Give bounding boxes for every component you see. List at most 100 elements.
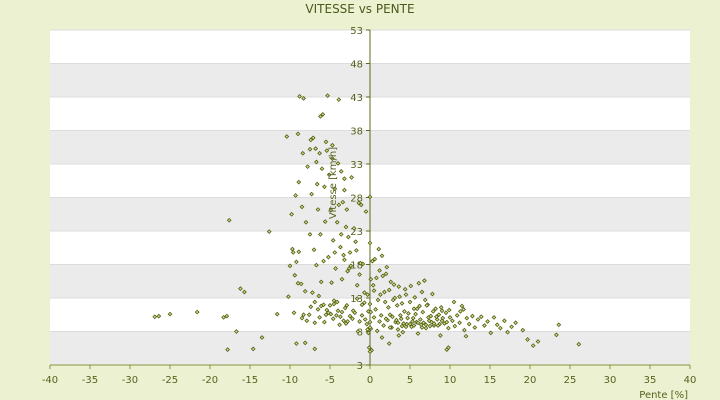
data-point [386,341,392,346]
data-point [375,297,381,303]
data-point [429,319,434,325]
data-point [314,262,319,268]
data-point [286,294,291,300]
data-point [397,294,402,300]
data-point [335,308,341,314]
x-tick-label: 40 [684,375,697,386]
data-point [330,156,335,162]
data-point [383,271,389,277]
data-point [296,249,302,255]
data-point [475,317,481,322]
data-point [301,312,306,318]
x-tick-label: 15 [484,375,497,386]
data-point [322,319,327,325]
data-point [226,217,232,223]
data-point [379,253,385,259]
data-point [332,250,338,255]
data-point [294,341,299,346]
x-axis-label: Pente [%] [639,390,688,400]
data-point [338,231,344,237]
data-point [306,312,312,318]
x-tick-label: 35 [644,375,657,386]
data-point [307,146,313,152]
data-point [482,323,487,328]
data-point [290,250,296,255]
data-point [374,328,380,334]
data-point [444,319,450,325]
data-point [301,95,306,101]
data-point [388,279,394,285]
data-point [290,246,295,252]
data-point [401,321,406,326]
data-point [299,315,305,321]
data-point [329,280,334,285]
data-point [378,292,383,298]
data-point [400,329,406,335]
data-point [324,148,330,153]
data-point [296,179,302,185]
x-tick-label: -20 [202,375,218,386]
data-point [415,320,421,326]
data-point [446,345,451,350]
data-point [299,204,305,210]
data-point [362,317,368,322]
data-point [428,313,434,319]
x-tick-label: -10 [282,375,298,386]
data-point [381,323,386,328]
data-point [371,288,377,293]
data-point [376,246,382,252]
data-point [395,320,401,326]
data-point [433,306,438,312]
data-point [326,310,331,316]
y-tick-label: 33 [350,160,363,171]
data-point [502,318,507,324]
data-point [463,333,469,339]
data-point [326,254,331,260]
data-point [399,323,405,329]
data-point [284,134,290,139]
x-tick-label: -25 [162,375,178,386]
data-point [367,325,373,330]
data-point [431,321,437,326]
data-point [377,268,382,273]
data-point [302,340,308,346]
data-point [478,314,484,320]
data-point [359,302,365,308]
x-tick-label: 0 [367,375,373,386]
data-point [435,323,441,328]
x-tick-label: -30 [122,375,138,386]
data-point [317,150,322,156]
data-point [419,289,425,295]
data-point [367,194,373,200]
data-point [358,202,364,208]
data-point [413,311,418,317]
data-point [309,191,314,197]
data-point [576,341,582,347]
data-point [354,248,359,253]
data-point [343,321,349,326]
scatter-points [152,93,582,354]
data-point [320,112,326,117]
data-point [322,184,327,190]
data-point [336,97,342,103]
data-point [167,311,173,317]
data-point [298,281,304,287]
data-point [338,244,343,250]
data-point [370,258,375,264]
data-point [357,272,362,277]
data-point [372,256,378,262]
data-point [396,333,402,338]
data-point [454,313,460,318]
data-point [426,315,431,320]
data-point [370,282,376,288]
data-point [334,299,340,305]
data-point [152,314,158,320]
data-point [366,345,372,350]
data-point [446,307,452,313]
data-point [224,313,230,319]
data-point [427,323,433,329]
y-axis-label: Vitesse [km/h] [328,147,339,219]
x-tick-label: -15 [242,375,258,386]
y-tick-label: 28 [350,194,363,205]
data-point [334,313,339,318]
